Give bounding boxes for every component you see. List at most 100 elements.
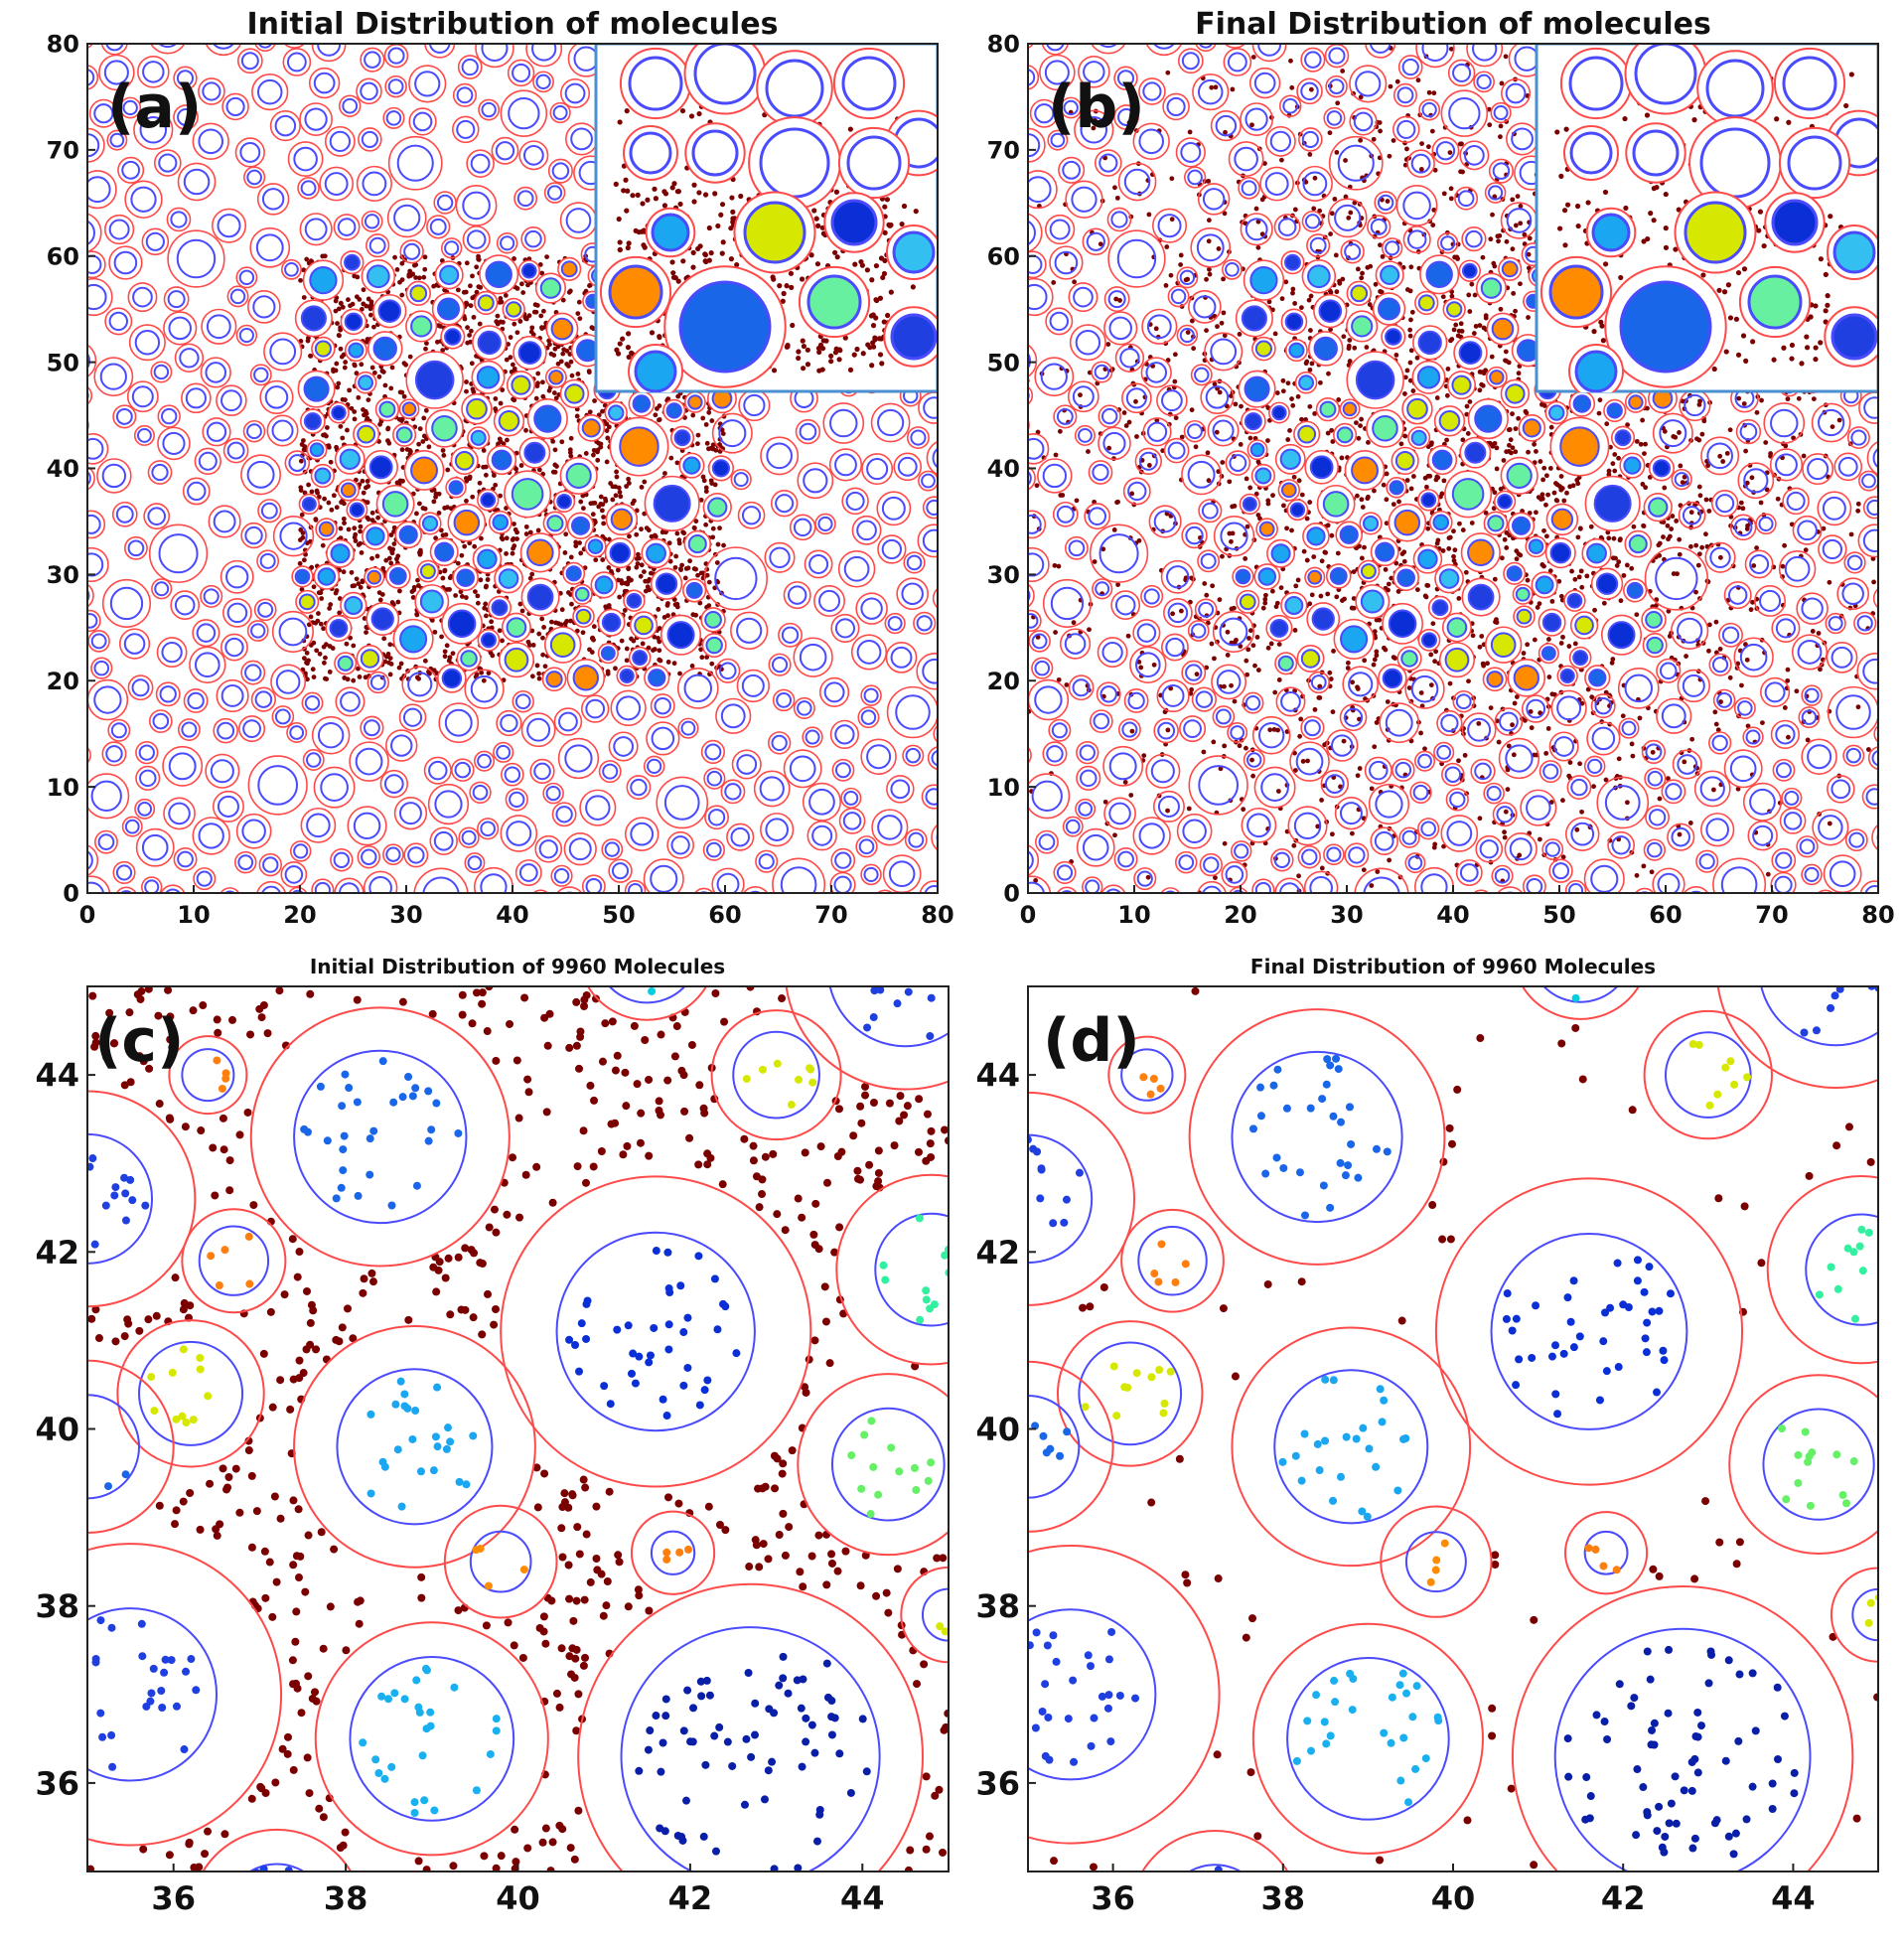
particle: [461, 392, 493, 425]
free-molecule: [690, 412, 696, 418]
inset-molecule: [702, 258, 708, 264]
particle: [362, 522, 389, 550]
particle: [828, 448, 863, 482]
inset-molecule: [860, 351, 866, 357]
free-molecule: [609, 568, 614, 574]
free-molecule: [328, 602, 334, 607]
inset-molecule: [781, 290, 787, 297]
free-molecule: [448, 506, 454, 512]
free-molecule: [549, 619, 554, 625]
particle: [361, 259, 396, 294]
particle-shell: [135, 765, 161, 791]
particle: [478, 98, 501, 121]
particle-core: [229, 288, 246, 305]
particle-shell: [579, 789, 617, 826]
particle-core: [546, 185, 563, 201]
particle-core: [626, 592, 643, 609]
free-molecule: [436, 511, 442, 516]
particle-shell: [464, 852, 486, 874]
free-molecule: [334, 361, 340, 367]
free-molecule: [365, 479, 370, 484]
particle-shell: [87, 250, 106, 279]
particle: [624, 817, 659, 851]
free-molecule: [490, 653, 496, 659]
particle-core: [93, 103, 114, 124]
particle: [87, 466, 95, 491]
particle-shell: [937, 619, 938, 627]
particle-shell: [643, 755, 665, 778]
particle: [783, 581, 811, 610]
free-molecule: [629, 577, 634, 583]
particle: [610, 689, 647, 727]
particle: [235, 813, 272, 849]
particle-shell: [258, 852, 282, 877]
particle: [644, 475, 700, 531]
particle-core: [585, 877, 603, 893]
inset-molecule: [777, 283, 783, 289]
free-molecule: [606, 565, 612, 570]
particle: [581, 874, 606, 893]
particle-core: [613, 736, 635, 757]
particle-shell: [356, 165, 392, 202]
particle: [297, 370, 336, 408]
inset-molecule: [882, 204, 888, 210]
free-molecule: [356, 581, 362, 587]
particle: [162, 745, 204, 787]
free-molecule: [464, 300, 469, 306]
particle-core: [500, 235, 515, 251]
particle-core: [444, 240, 460, 256]
free-molecule: [698, 647, 704, 653]
particle-shell: [112, 860, 136, 884]
particle-shell: [478, 98, 501, 121]
particle-core: [246, 169, 262, 186]
particle-core: [908, 831, 925, 848]
particle-core: [462, 191, 491, 221]
free-molecule: [593, 557, 599, 563]
particle: [233, 850, 257, 874]
inset-molecule: [789, 284, 795, 290]
particle-shell: [150, 361, 173, 383]
particle: [287, 141, 324, 178]
particle-shell: [247, 755, 308, 816]
particle-shell: [906, 426, 930, 450]
free-molecule: [721, 542, 726, 548]
particle-shell: [154, 149, 182, 177]
particle-core: [444, 328, 462, 346]
particle-core: [187, 691, 205, 710]
particle: [831, 758, 855, 782]
particle-core: [87, 881, 105, 893]
free-molecule: [587, 409, 593, 415]
particle-core: [309, 265, 338, 295]
particle-shell: [403, 842, 429, 868]
particle-shell: [216, 384, 247, 416]
particle-shell: [903, 551, 926, 574]
free-molecule: [349, 405, 355, 411]
free-molecule: [632, 498, 637, 504]
particle: [117, 156, 145, 184]
particle: [520, 226, 546, 252]
particle: [830, 613, 860, 643]
free-molecule: [708, 445, 714, 451]
particle-shell: [177, 162, 217, 202]
inset-molecule: [653, 196, 659, 202]
particle: [452, 115, 480, 144]
free-molecule: [459, 594, 465, 599]
free-molecule: [662, 471, 667, 476]
particle-core: [364, 51, 381, 69]
particle: [379, 769, 409, 799]
particle-shell: [703, 546, 769, 611]
inset-molecule: [738, 193, 744, 200]
particle-shell: [520, 226, 546, 252]
particle-shell: [413, 867, 469, 893]
free-molecule: [504, 535, 510, 541]
particle: [384, 729, 418, 762]
particle-core: [444, 708, 473, 737]
particle-core: [226, 602, 248, 624]
particle: [202, 417, 231, 447]
free-molecule: [314, 648, 320, 654]
free-molecule: [527, 575, 533, 581]
particle-core: [284, 261, 299, 277]
particle: [513, 186, 538, 211]
inset-molecule: [852, 261, 858, 267]
particle-shell: [937, 380, 938, 390]
